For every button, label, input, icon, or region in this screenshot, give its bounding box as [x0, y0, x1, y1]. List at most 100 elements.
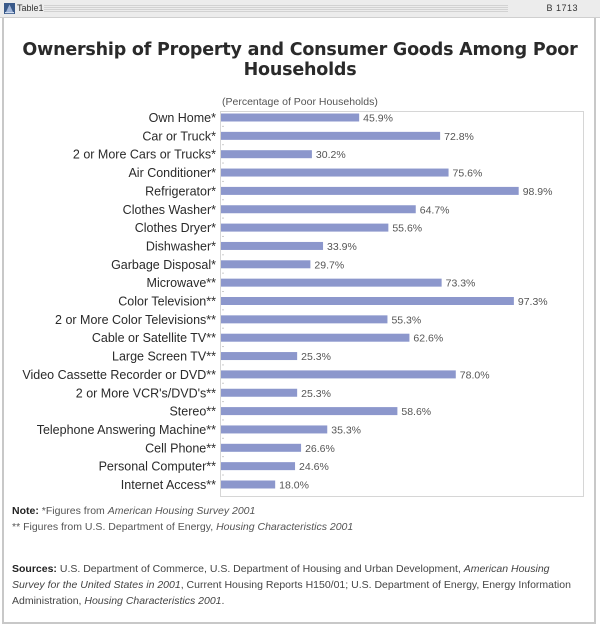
value-label: 18.0%	[279, 480, 309, 492]
row-tick	[222, 419, 224, 421]
category-label: Personal Computer**	[99, 460, 217, 474]
value-label: 25.3%	[301, 388, 331, 400]
value-label: 98.9%	[523, 186, 553, 198]
note-2-prefix: ** Figures from U.S. Department of Energ…	[12, 521, 217, 533]
titlebar-grip	[44, 5, 508, 13]
category-label: Own Home*	[149, 111, 217, 125]
sources-part-2: American Housing Survey for the United S…	[12, 563, 550, 591]
page-title: Ownership of Property and Consumer Goods…	[22, 40, 578, 80]
value-label: 58.6%	[401, 406, 431, 418]
category-label: Dishwasher*	[146, 239, 216, 253]
notes: Note: *Figures from American Housing Sur…	[12, 503, 353, 535]
value-label: 55.3%	[391, 314, 421, 326]
sources-label: Sources:	[12, 563, 57, 575]
category-label: Garbage Disposal*	[111, 258, 216, 272]
value-label: 78.0%	[460, 369, 490, 381]
value-label: 75.6%	[453, 168, 483, 180]
category-label: Internet Access**	[121, 478, 216, 492]
bar	[221, 223, 389, 232]
sources-part-3: , Current Housing Reports H150/01; U.S. …	[12, 579, 571, 607]
row-tick	[222, 364, 224, 366]
row-tick	[222, 180, 224, 182]
bar	[221, 443, 302, 452]
bar	[221, 333, 410, 342]
category-label: Large Screen TV**	[112, 350, 216, 364]
window-titlebar[interactable]: Table1 B 1713	[0, 0, 600, 18]
document-code: B 1713	[546, 3, 578, 13]
row-tick	[222, 309, 224, 311]
chart-subtitle: (Percentage of Poor Households)	[222, 96, 378, 108]
category-label: Car or Truck*	[142, 129, 216, 143]
category-label: Color Television**	[118, 295, 216, 309]
category-label: Telephone Answering Machine**	[37, 423, 216, 437]
bar	[221, 205, 416, 214]
bell-icon	[4, 3, 15, 14]
bar	[221, 168, 449, 177]
sources-part-1: U.S. Department of Commerce, U.S. Depart…	[59, 563, 464, 575]
category-label: Stereo**	[169, 405, 216, 419]
value-label: 97.3%	[518, 296, 548, 308]
bar	[221, 297, 514, 305]
bar	[221, 462, 296, 471]
value-label: 29.7%	[314, 259, 344, 271]
category-label: Video Cassette Recorder or DVD**	[22, 368, 216, 382]
value-label: 64.7%	[420, 204, 450, 216]
bar	[221, 278, 442, 287]
value-label: 45.9%	[363, 113, 393, 125]
bar	[221, 186, 519, 195]
note-line-2: ** Figures from U.S. Department of Energ…	[12, 519, 353, 535]
value-label: 72.8%	[444, 131, 474, 143]
category-label: Clothes Washer*	[123, 203, 216, 217]
row-tick	[222, 456, 224, 458]
window-title: Table1	[17, 3, 44, 13]
category-label: Refrigerator*	[145, 184, 216, 198]
note-label: Note:	[12, 505, 39, 517]
note-1-prefix: *Figures from	[41, 505, 108, 517]
bar	[221, 352, 298, 361]
note-line-1: Note: *Figures from American Housing Sur…	[12, 503, 353, 519]
bar	[221, 388, 298, 397]
category-label: 2 or More VCR's/DVD's**	[76, 386, 216, 400]
row-tick	[222, 437, 224, 439]
value-label: 55.6%	[392, 223, 422, 235]
value-label: 25.3%	[301, 351, 331, 363]
bar	[221, 131, 441, 140]
row-tick	[222, 401, 224, 403]
row-tick	[222, 382, 224, 384]
value-label: 30.2%	[316, 149, 346, 161]
category-label: 2 or More Color Televisions**	[55, 313, 216, 327]
bar-chart: (Percentage of Poor Households) Own Home…	[22, 96, 584, 497]
note-1-source: American Housing Survey 2001	[107, 505, 256, 517]
row-tick	[222, 272, 224, 274]
value-label: 26.6%	[305, 443, 335, 455]
row-tick	[222, 327, 224, 329]
value-label: 24.6%	[299, 461, 329, 473]
row-tick	[222, 474, 224, 476]
row-tick	[222, 144, 224, 146]
bar	[221, 407, 398, 416]
value-label: 33.9%	[327, 241, 357, 253]
sources: Sources: U.S. Department of Commerce, U.…	[12, 561, 582, 609]
bar	[221, 113, 360, 122]
row-tick	[222, 125, 224, 127]
bar	[221, 425, 328, 434]
bar	[221, 260, 311, 269]
value-label: 62.6%	[413, 333, 443, 345]
category-label: Air Conditioner*	[128, 166, 216, 180]
bar	[221, 370, 456, 379]
bar	[221, 315, 388, 324]
bar	[221, 241, 324, 250]
category-label: 2 or More Cars or Trucks*	[73, 148, 216, 162]
category-label: Cable or Satellite TV**	[92, 331, 216, 345]
value-label: 73.3%	[446, 278, 476, 290]
category-label: Cell Phone**	[145, 441, 216, 455]
bar	[221, 150, 312, 159]
row-tick	[222, 162, 224, 164]
sources-part-5: .	[221, 595, 225, 607]
note-2-source: Housing Characteristics 2001	[216, 521, 354, 533]
row-tick	[222, 217, 224, 219]
category-label: Clothes Dryer*	[135, 221, 216, 235]
bars-group: Own Home* 45.9% Car or Truck* 72.8% 2 or Mor…	[22, 111, 552, 492]
bar	[221, 480, 276, 489]
value-label: 35.3%	[331, 424, 361, 436]
